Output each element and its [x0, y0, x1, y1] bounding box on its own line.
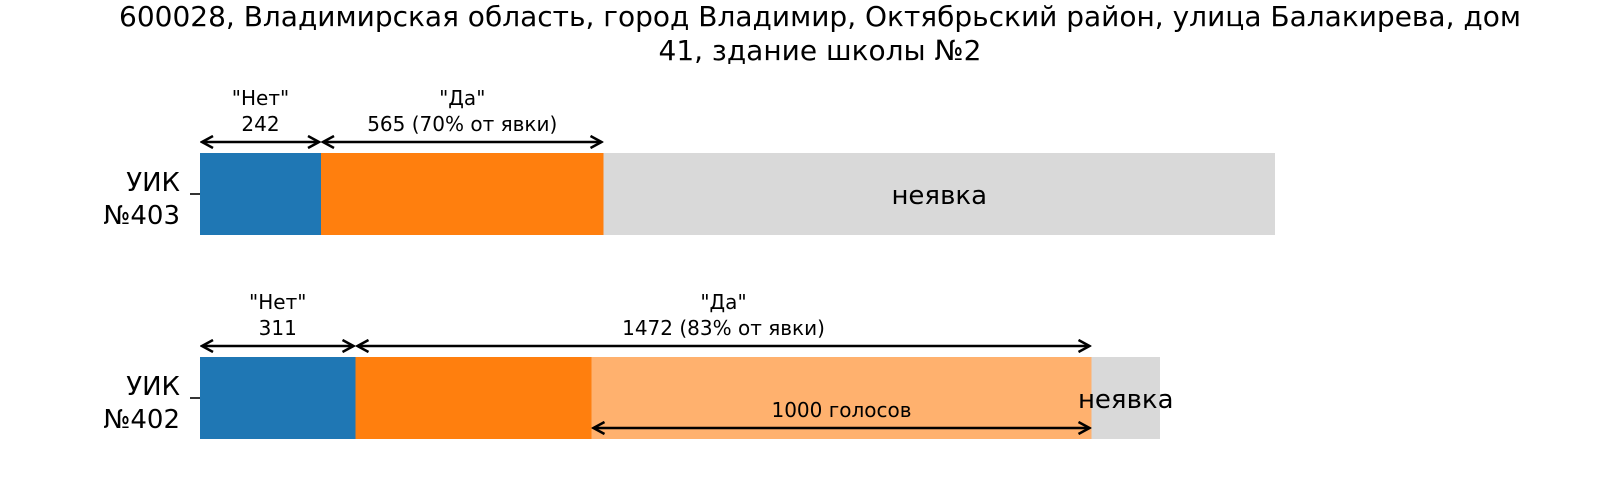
yes-annotation-value: 565 (70% от явки)	[367, 112, 557, 136]
row-label-line-2: №402	[103, 405, 180, 435]
absent-label: неявка	[1078, 385, 1174, 415]
absent-label: неявка	[891, 181, 987, 211]
yes-annotation-value: 1472 (83% от явки)	[622, 316, 825, 340]
extra-votes-label: 1000 голосов	[771, 398, 911, 422]
yes-annotation-title: "Да"	[439, 86, 485, 110]
bar-no	[200, 153, 321, 235]
no-annotation-title: "Нет"	[232, 86, 289, 110]
bar-no	[200, 357, 356, 439]
chart-title-line-2: 41, здание школы №2	[659, 34, 982, 67]
yes-annotation-title: "Да"	[700, 290, 746, 314]
no-annotation-value: 242	[241, 112, 279, 136]
bar-yes	[355, 357, 592, 439]
row-label-line-1: УИК	[126, 372, 180, 402]
no-annotation-value: 311	[259, 316, 297, 340]
chart-title: 600028, Владимирская область, город Влад…	[119, 0, 1521, 67]
row-label-line-2: №403	[103, 201, 180, 231]
no-annotation-title: "Нет"	[249, 290, 306, 314]
bar-yes	[321, 153, 604, 235]
chart-title-line-1: 600028, Владимирская область, город Влад…	[119, 0, 1521, 33]
row-label-line-1: УИК	[126, 168, 180, 198]
